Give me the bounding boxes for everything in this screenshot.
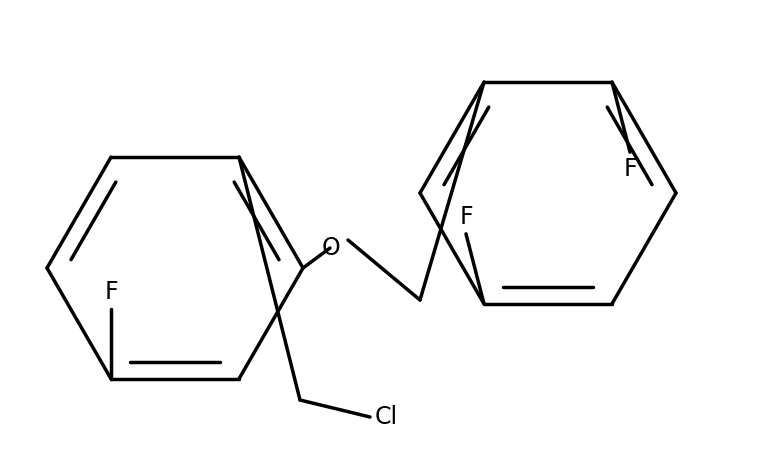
Text: Cl: Cl (375, 405, 398, 429)
Text: F: F (459, 205, 473, 229)
Text: F: F (623, 157, 637, 181)
Text: F: F (104, 280, 117, 304)
Text: O: O (321, 236, 340, 260)
